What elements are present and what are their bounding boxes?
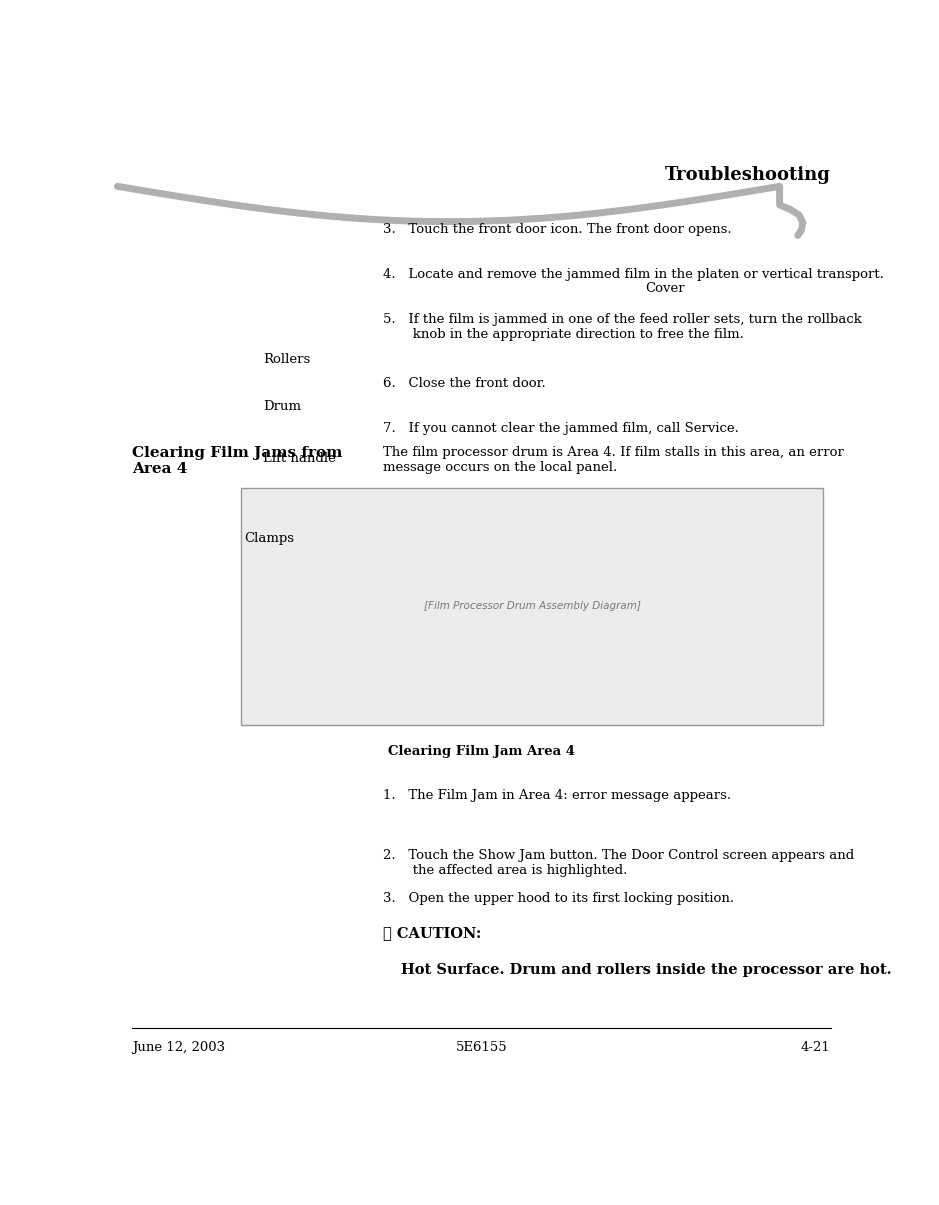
Text: Hot Surface. Drum and rollers inside the processor are hot.: Hot Surface. Drum and rollers inside the…: [401, 963, 892, 977]
Text: Clamps: Clamps: [245, 533, 295, 546]
Text: 5.   If the film is jammed in one of the feed roller sets, turn the rollback
   : 5. If the film is jammed in one of the f…: [383, 312, 862, 341]
Text: 7.   If you cannot clear the jammed film, call Service.: 7. If you cannot clear the jammed film, …: [383, 422, 739, 435]
Text: ⚠ CAUTION:: ⚠ CAUTION:: [383, 925, 482, 940]
Text: Clearing Film Jam Area 4: Clearing Film Jam Area 4: [388, 745, 575, 758]
Text: Clearing Film Jams from
Area 4: Clearing Film Jams from Area 4: [131, 446, 343, 476]
Text: The film processor drum is Area 4. If film stalls in this area, an error
message: The film processor drum is Area 4. If fi…: [383, 446, 844, 474]
Text: 6.   Close the front door.: 6. Close the front door.: [383, 377, 546, 390]
Text: 3.   Touch the front door icon. The front door opens.: 3. Touch the front door icon. The front …: [383, 223, 731, 236]
Text: 2.   Touch the Show Jam button. The Door Control screen appears and
       the a: 2. Touch the Show Jam button. The Door C…: [383, 848, 854, 877]
Text: 5E6155: 5E6155: [455, 1041, 507, 1054]
Text: 4-21: 4-21: [801, 1041, 831, 1054]
FancyBboxPatch shape: [241, 488, 824, 724]
Text: [Film Processor Drum Assembly Diagram]: [Film Processor Drum Assembly Diagram]: [423, 601, 640, 611]
Text: 3.   Open the upper hood to its first locking position.: 3. Open the upper hood to its first lock…: [383, 892, 734, 905]
Text: June 12, 2003: June 12, 2003: [131, 1041, 225, 1054]
Text: 4.   Locate and remove the jammed film in the platen or vertical transport.: 4. Locate and remove the jammed film in …: [383, 268, 884, 281]
Text: Drum: Drum: [263, 400, 300, 413]
Text: Rollers: Rollers: [263, 353, 310, 366]
Text: Troubleshooting: Troubleshooting: [665, 166, 831, 184]
Text: Cover: Cover: [645, 282, 685, 295]
Text: 1.   The Film Jam in Area 4: error message appears.: 1. The Film Jam in Area 4: error message…: [383, 789, 731, 803]
Text: Lift handle: Lift handle: [263, 452, 336, 465]
